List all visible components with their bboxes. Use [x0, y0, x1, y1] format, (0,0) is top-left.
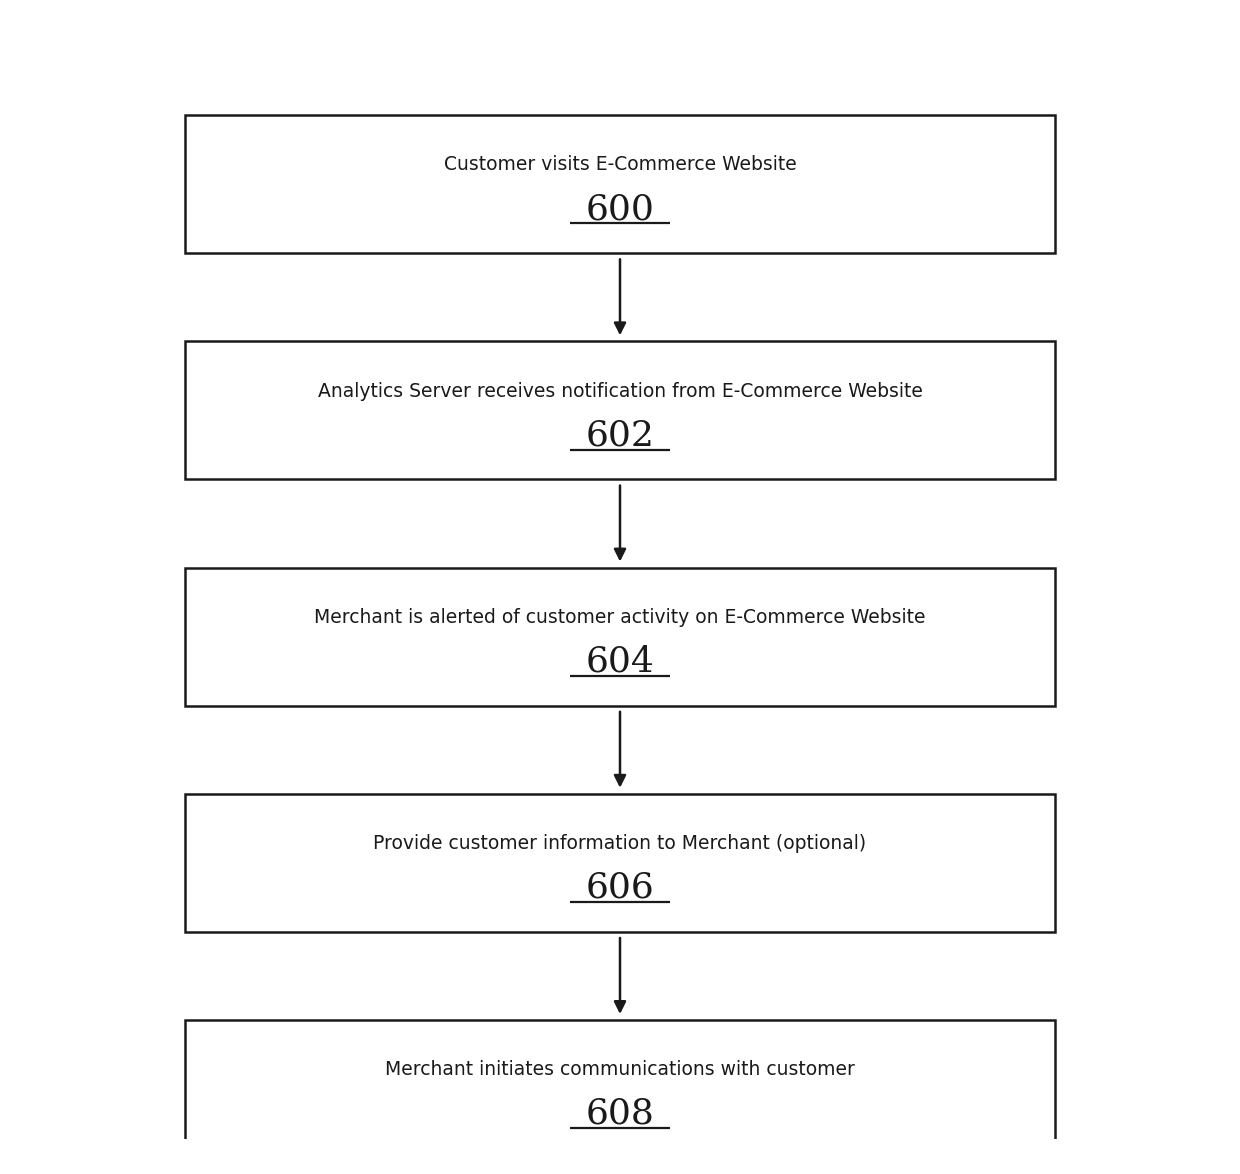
Text: Merchant initiates communications with customer: Merchant initiates communications with c… — [386, 1060, 854, 1079]
Text: 600: 600 — [585, 193, 655, 227]
Bar — [185, 1020, 1055, 1158]
Text: 606: 606 — [585, 871, 655, 905]
Text: 608: 608 — [585, 1097, 655, 1131]
Text: 604: 604 — [585, 645, 655, 679]
Text: Analytics Server receives notification from E-Commerce Website: Analytics Server receives notification f… — [317, 382, 923, 400]
Text: 602: 602 — [585, 418, 655, 452]
Bar — [185, 568, 1055, 706]
Bar — [185, 115, 1055, 254]
Text: Customer visits E-Commerce Website: Customer visits E-Commerce Website — [444, 155, 796, 175]
Text: Merchant is alerted of customer activity on E-Commerce Website: Merchant is alerted of customer activity… — [314, 608, 926, 627]
Bar — [185, 794, 1055, 932]
Text: Provide customer information to Merchant (optional): Provide customer information to Merchant… — [373, 834, 867, 853]
Bar — [185, 342, 1055, 479]
